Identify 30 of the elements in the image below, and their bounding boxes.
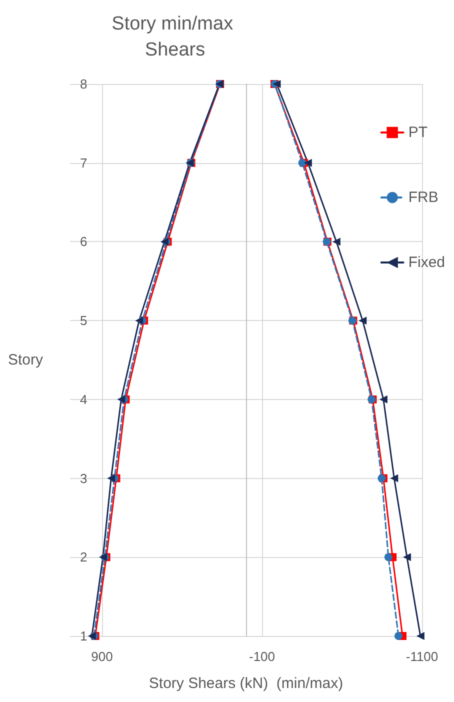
y-axis-title: Story [8, 352, 44, 368]
point [379, 395, 388, 404]
legend-label: FRB [408, 189, 438, 206]
x-tick-label: 900 [91, 649, 113, 664]
point [107, 474, 116, 482]
y-tick-label: 2 [80, 550, 88, 565]
y-tick-label: 7 [80, 155, 88, 170]
point [358, 316, 367, 325]
point [394, 632, 402, 640]
point [304, 158, 312, 167]
point [402, 553, 411, 562]
x-axis-title: Story Shears (kN) (min/max) [148, 675, 344, 692]
y-tick-label: 8 [80, 76, 88, 92]
y-tick-label: 5 [80, 313, 88, 328]
point [88, 632, 96, 640]
legend-label: Fixed [408, 254, 446, 271]
y-tick-label: 4 [80, 392, 88, 407]
point [135, 316, 144, 325]
point [416, 632, 424, 640]
chart-title: Story min/max Shears [112, 14, 238, 60]
y-tick-label: 3 [80, 470, 88, 486]
legend-label: PT [408, 124, 428, 141]
x-tick-label: -1100 [406, 649, 438, 664]
point [390, 474, 398, 482]
point [117, 395, 126, 404]
point [384, 553, 392, 562]
y-tick-label: 6 [80, 234, 88, 250]
y-tick-label: 1 [80, 628, 88, 644]
x-tick-label: -100 [248, 649, 276, 664]
point [332, 238, 340, 246]
